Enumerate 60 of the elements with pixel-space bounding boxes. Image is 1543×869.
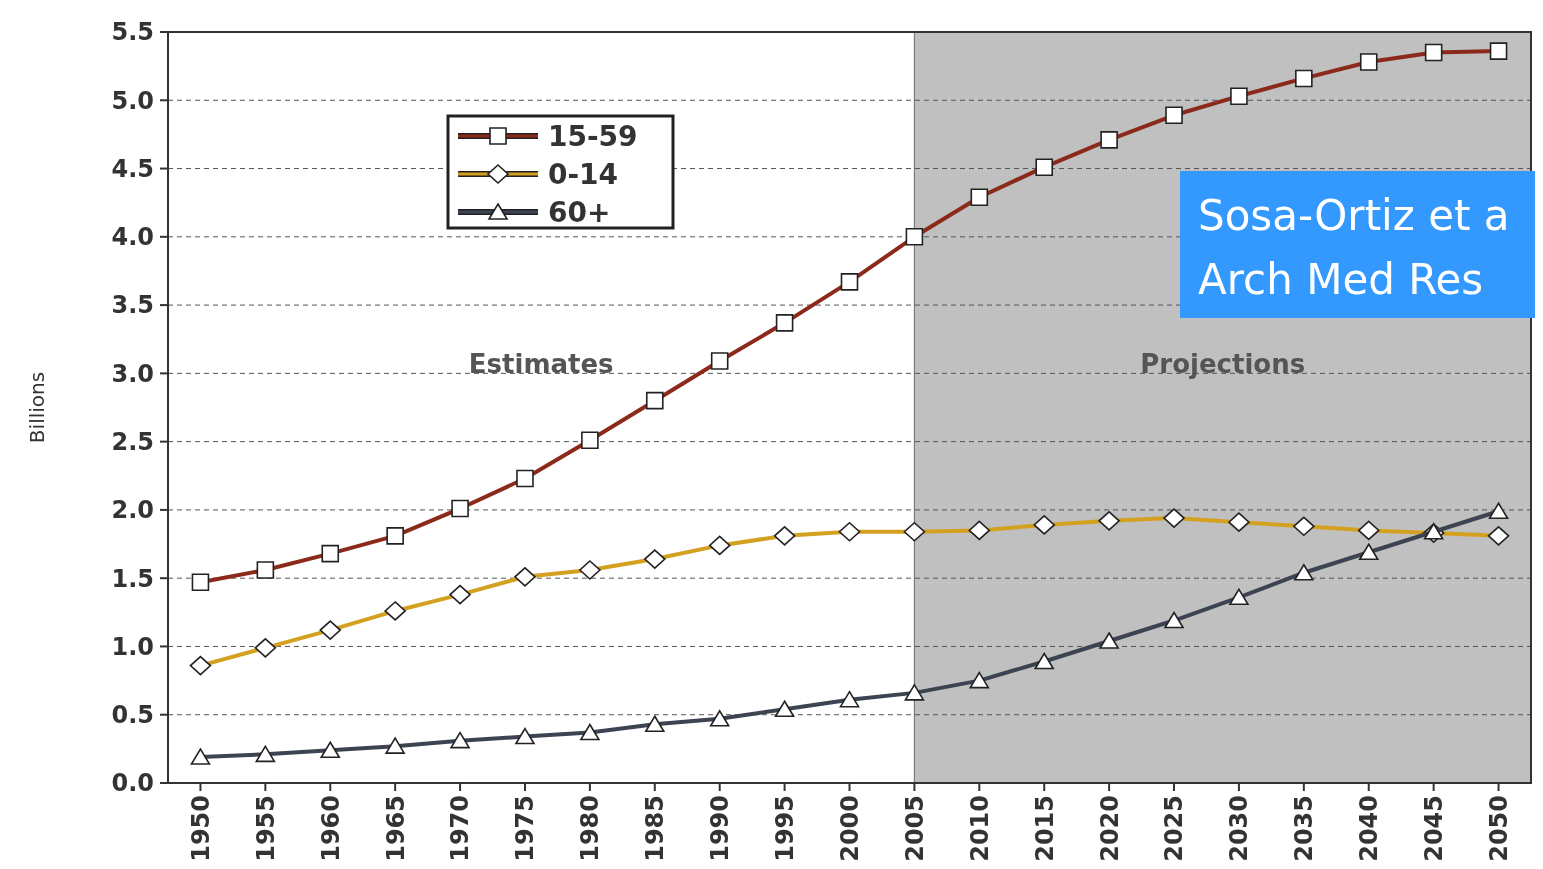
point bbox=[774, 700, 795, 718]
y-tick-label: 5.0 bbox=[111, 86, 154, 115]
point bbox=[450, 731, 470, 749]
legend-label: 0-14 bbox=[548, 157, 619, 191]
band-label: Projections bbox=[1140, 349, 1306, 380]
x-tick-label: 1965 bbox=[381, 795, 410, 862]
x-tick-label: 2030 bbox=[1225, 795, 1254, 862]
legend-label: 60+ bbox=[548, 195, 611, 229]
y-tick-label: 3.5 bbox=[111, 291, 154, 320]
band-label: Estimates bbox=[468, 349, 614, 380]
point bbox=[1294, 563, 1314, 581]
point bbox=[385, 737, 405, 754]
x-tick-label: 2020 bbox=[1095, 795, 1124, 862]
x-tick-label: 2050 bbox=[1484, 795, 1513, 862]
x-tick-label: 1975 bbox=[511, 795, 540, 862]
point bbox=[904, 684, 925, 701]
point bbox=[580, 723, 600, 741]
point bbox=[1229, 588, 1249, 606]
annotation: Sosa-Ortiz et a Arch Med Res bbox=[1198, 191, 1510, 304]
x-tick-label: 2000 bbox=[835, 795, 864, 862]
x-tick-label: 2025 bbox=[1160, 795, 1189, 862]
y-tick-label: 5.5 bbox=[111, 18, 154, 47]
y-axis-title: Billions bbox=[25, 371, 49, 444]
x-tick-label: 2010 bbox=[965, 795, 994, 862]
x-tick-label: 1995 bbox=[771, 795, 799, 862]
y-tick-label: 2.0 bbox=[111, 496, 154, 525]
point bbox=[1164, 611, 1184, 629]
point bbox=[839, 690, 860, 708]
point bbox=[515, 727, 535, 745]
x-tick-label: 1970 bbox=[446, 795, 475, 862]
x-tick-label: 1985 bbox=[641, 795, 670, 862]
legend-label: 15-59 bbox=[548, 119, 638, 153]
point bbox=[255, 745, 276, 763]
point bbox=[1034, 652, 1055, 670]
y-tick-label: 0.5 bbox=[111, 701, 154, 730]
x-tick-label: 1960 bbox=[316, 795, 345, 862]
x-tick-label: 1955 bbox=[251, 795, 280, 862]
x-tick-label: 2005 bbox=[900, 795, 929, 862]
point bbox=[644, 715, 665, 733]
y-tick-label: 1.5 bbox=[111, 564, 154, 593]
y-tick-label: 4.0 bbox=[111, 223, 154, 252]
point bbox=[1358, 543, 1379, 561]
x-tick-label: 2045 bbox=[1420, 795, 1449, 862]
x-tick-label: 1980 bbox=[576, 795, 605, 862]
y-tick-label: 1.0 bbox=[111, 632, 154, 661]
x-tick-label: 1950 bbox=[186, 795, 215, 862]
point bbox=[1099, 632, 1119, 649]
point bbox=[320, 741, 341, 759]
y-tick-label: 0.0 bbox=[111, 769, 154, 798]
x-tick-label: 2035 bbox=[1290, 795, 1319, 862]
y-tick-label: 4.5 bbox=[111, 154, 154, 183]
point bbox=[709, 710, 730, 727]
point bbox=[1488, 502, 1509, 520]
x-tick-label: 1990 bbox=[706, 795, 735, 862]
x-tick-label: 2040 bbox=[1355, 795, 1384, 862]
y-tick-label: 3.0 bbox=[111, 359, 154, 388]
point bbox=[969, 671, 990, 689]
x-tick-label: 2015 bbox=[1030, 795, 1059, 862]
y-tick-label: 2.5 bbox=[111, 428, 154, 457]
point bbox=[190, 748, 211, 765]
